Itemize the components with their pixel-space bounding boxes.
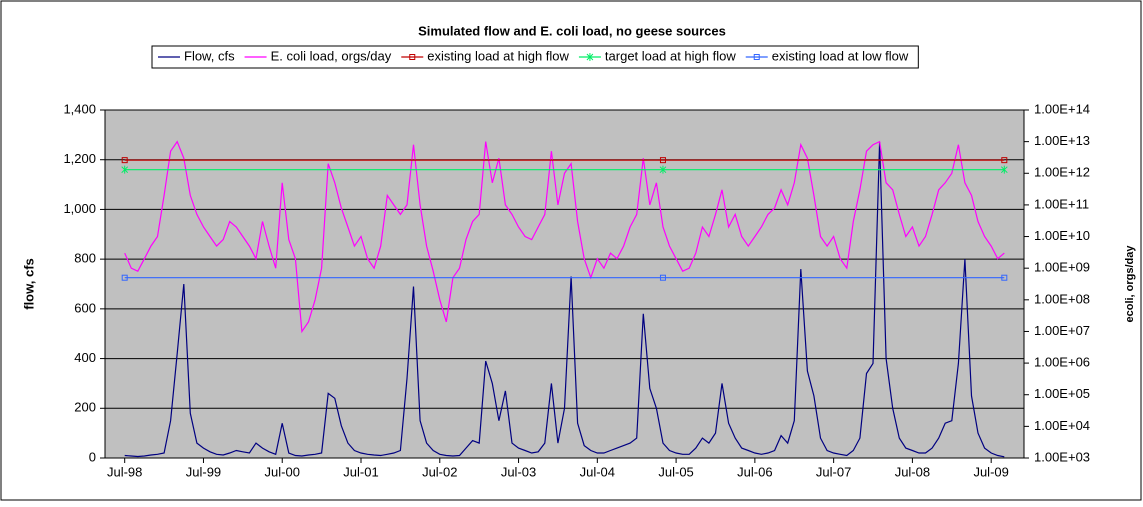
y2-tick-label: 1.00E+05 [1034, 386, 1090, 401]
y2-tick-label: 1.00E+09 [1034, 260, 1090, 275]
y2-tick-label: 1.00E+07 [1034, 323, 1090, 338]
legend-marker [586, 53, 594, 61]
legend-label: existing load at high flow [427, 48, 569, 63]
series-line [124, 142, 1005, 458]
y2-tick-label: 1.00E+10 [1034, 228, 1090, 243]
y-tick-label: 1,400 [63, 101, 96, 116]
y-tick-label: 400 [74, 350, 96, 365]
x-tick-label: Jul-04 [580, 464, 615, 479]
legend-marker [409, 54, 416, 60]
chart-title: Simulated flow and E. coli load, no gees… [418, 23, 726, 38]
y2-axis-label: ecoli, orgs/day [1124, 245, 1136, 323]
marker [121, 165, 129, 174]
y2-tick-label: 1.00E+03 [1034, 449, 1090, 464]
y-tick-label: 200 [74, 400, 96, 415]
y2-tick-label: 1.00E+12 [1034, 165, 1090, 180]
y2-tick-label: 1.00E+08 [1034, 291, 1090, 306]
y2-tick-label: 1.00E+04 [1034, 418, 1090, 433]
y-tick-label: 0 [89, 449, 96, 464]
y2-tick-label: 1.00E+13 [1034, 133, 1090, 148]
marker [121, 274, 128, 281]
y-tick-label: 800 [74, 251, 96, 266]
x-tick-label: Jul-07 [816, 464, 851, 479]
legend-label: E. coli load, orgs/day [271, 48, 392, 63]
x-tick-label: Jul-03 [501, 464, 536, 479]
x-tick-label: Jul-05 [658, 464, 693, 479]
x-tick-label: Jul-08 [895, 464, 930, 479]
legend-label: target load at high flow [605, 48, 736, 63]
marker [1001, 274, 1008, 281]
legend-box [151, 45, 919, 69]
marker [121, 157, 128, 164]
marker [659, 274, 666, 281]
y-tick-label: 600 [74, 300, 96, 315]
marker [1001, 157, 1008, 164]
y-tick-label: 1,000 [63, 201, 96, 216]
x-tick-label: Jul-09 [973, 464, 1008, 479]
marker [1000, 165, 1008, 174]
x-tick-label: Jul-00 [265, 464, 300, 479]
legend-label: existing load at low flow [772, 48, 909, 63]
y-axis-label: flow, cfs [21, 258, 36, 310]
y2-tick-label: 1.00E+06 [1034, 355, 1090, 370]
legend-marker [753, 54, 760, 60]
x-tick-label: Jul-02 [422, 464, 457, 479]
y2-tick-label: 1.00E+11 [1034, 196, 1089, 211]
x-tick-label: Jul-99 [186, 464, 221, 479]
y2-tick-label: 1.00E+14 [1034, 101, 1090, 116]
y-tick-label: 1,200 [63, 151, 96, 166]
marker [659, 157, 666, 164]
series-line [124, 140, 1005, 334]
marker [659, 165, 667, 174]
x-tick-label: Jul-01 [343, 464, 378, 479]
x-tick-label: Jul-98 [107, 464, 142, 479]
x-tick-label: Jul-06 [737, 464, 772, 479]
legend-label: Flow, cfs [184, 48, 235, 63]
